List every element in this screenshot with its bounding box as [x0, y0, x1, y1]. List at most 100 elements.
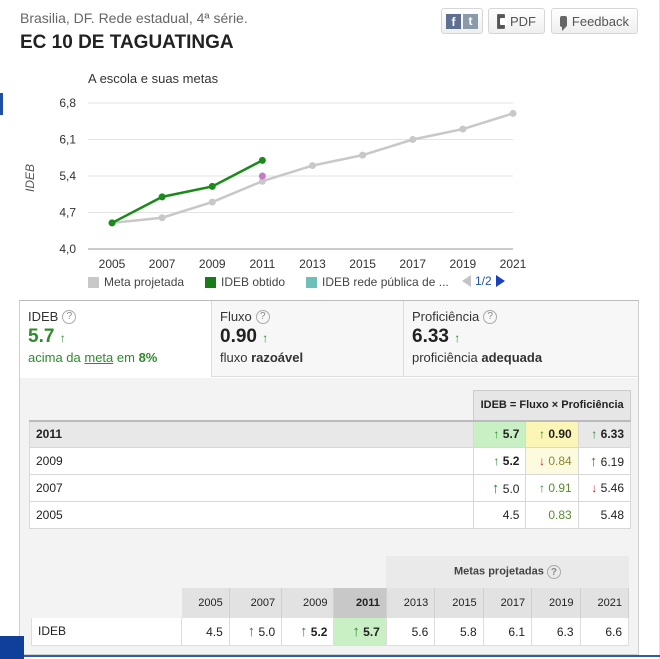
- prev-arrow-icon[interactable]: [462, 275, 471, 287]
- up-arrow-icon: ↑: [262, 331, 269, 345]
- row-ideb: ↑ 5.0: [473, 474, 527, 502]
- legend-swatch-ideb: [205, 276, 216, 288]
- metas-table: Metas projetadas ? 2005 2007 2009 2011 2013 2…: [31, 556, 630, 646]
- help-icon[interactable]: ?: [255, 309, 270, 324]
- row-ideb: ↑ 5.2: [473, 447, 527, 475]
- fluxo-desc-bold: razoável: [251, 350, 304, 365]
- formula-header: IDEB = Fluxo × Proficiência: [473, 390, 631, 421]
- metas-year-8: 2021: [580, 588, 630, 618]
- series-point-1: [158, 193, 166, 201]
- metas-value-1: ↑ 5.0: [229, 618, 283, 646]
- pdf-icon: [497, 13, 507, 29]
- ideb-card-value: 5.7: [28, 326, 55, 347]
- metas-year-3: 2011: [333, 588, 387, 618]
- help-icon[interactable]: ?: [483, 309, 498, 324]
- row-fluxo: ↑ 0.90: [525, 419, 579, 448]
- help-icon[interactable]: ?: [546, 565, 561, 579]
- series-point-0: [459, 125, 467, 133]
- metas-value-0: 4.5: [181, 618, 230, 646]
- metas-year-7: 2019: [531, 588, 581, 618]
- series-point-0: [158, 214, 166, 222]
- y-tick-label: 6,8: [59, 96, 76, 110]
- bottom-tab[interactable]: [0, 636, 24, 659]
- ideb-desc-text: acima da: [28, 350, 85, 365]
- metas-row-label: IDEB: [31, 618, 182, 646]
- x-tick-label: 2015: [349, 257, 376, 271]
- pdf-label: PDF: [510, 13, 536, 29]
- y-tick-label: 5,4: [59, 169, 76, 183]
- metas-header: Metas projetadas ?: [386, 556, 629, 588]
- pdf-button[interactable]: PDF: [488, 8, 545, 34]
- row-ideb: ↑ 5.7: [473, 419, 527, 448]
- fluxo-card-label: Fluxo: [220, 309, 252, 324]
- legend-swatch-rede: [306, 276, 317, 288]
- bottom-rule: [24, 655, 660, 657]
- metas-value-6: 6.1: [483, 618, 533, 646]
- series-point-1: [108, 219, 116, 227]
- twitter-icon[interactable]: t: [463, 13, 478, 29]
- x-tick-label: 2017: [399, 257, 426, 271]
- feedback-button[interactable]: Feedback: [551, 8, 638, 34]
- series-point-0: [509, 109, 517, 117]
- row-year: 2007: [28, 474, 475, 502]
- history-table: IDEB = Fluxo × Proficiência 2011 ↑ 5.7 ↑…: [28, 390, 632, 529]
- y-axis-label: IDEB: [23, 164, 37, 192]
- table-row[interactable]: 2011 ↑ 5.7 ↑ 0.90 ↑ 6.33: [28, 419, 632, 448]
- prof-desc-bold: adequada: [481, 350, 543, 365]
- legend-item-meta[interactable]: Meta projetada: [88, 275, 184, 289]
- table-row[interactable]: 2007 ↑ 5.0 ↑ 0.91 ↓ 5.46: [28, 474, 632, 502]
- share-button[interactable]: f t: [441, 8, 483, 34]
- prof-card-value: 6.33: [412, 326, 449, 347]
- x-tick-label: 2021: [500, 257, 527, 271]
- row-prof: ↑ 6.19: [577, 447, 632, 475]
- x-tick-label: 2011: [249, 257, 275, 271]
- ideb-line-chart: 6,8 6,1 5,4 4,7 4,0 IDEB 2005 2007 2009 2011 2013 2…: [23, 96, 527, 271]
- series-point-1: [258, 156, 266, 164]
- ideb-desc-pct: 8%: [138, 350, 158, 365]
- legend-item-rede[interactable]: IDEB rede pública de ...: [306, 275, 449, 289]
- proficiencia-card[interactable]: Proficiência? 6.33 ↑ proficiência adequa…: [404, 301, 638, 377]
- x-tick-label: 2007: [149, 257, 176, 271]
- metas-value-3: ↑ 5.7: [333, 618, 387, 646]
- row-prof: 5.48: [577, 501, 632, 529]
- fluxo-card-value: 0.90: [220, 326, 257, 347]
- fluxo-card[interactable]: Fluxo? 0.90 ↑ fluxo razoável: [212, 301, 404, 377]
- metas-year-0: 2005: [181, 588, 230, 618]
- speech-bubble-icon: [560, 15, 567, 31]
- side-tab[interactable]: [0, 93, 3, 115]
- chart-title: A escola e suas metas: [88, 71, 219, 86]
- series-point-0: [258, 177, 266, 185]
- row-fluxo: 0.83: [525, 501, 579, 529]
- metas-year-6: 2017: [483, 588, 533, 618]
- ideb-desc-mid: em: [113, 350, 139, 365]
- x-tick-label: 2019: [450, 257, 477, 271]
- series-point-0: [359, 151, 367, 159]
- legend-label-ideb: IDEB obtido: [221, 275, 286, 289]
- x-tick-label: 2013: [299, 257, 326, 271]
- metas-value-7: 6.3: [531, 618, 581, 646]
- facebook-icon[interactable]: f: [446, 13, 461, 29]
- metas-value-4: 5.6: [386, 618, 436, 646]
- help-icon[interactable]: ?: [62, 309, 77, 324]
- row-fluxo: ↑ 0.91: [525, 474, 579, 502]
- meta-link[interactable]: meta: [84, 350, 114, 365]
- metas-title: Metas projetadas: [453, 565, 544, 578]
- metas-value-2: ↑ 5.2: [281, 618, 335, 646]
- up-arrow-icon: ↑: [59, 331, 66, 345]
- y-tick-label: 4,0: [59, 242, 76, 256]
- row-prof: ↑ 6.33: [577, 419, 632, 448]
- x-tick-label: 2005: [99, 257, 126, 271]
- series-point-2: [258, 172, 266, 180]
- feedback-label: Feedback: [571, 13, 629, 29]
- table-row[interactable]: 2009 ↑ 5.2 ↓ 0.84 ↑ 6.19: [28, 447, 632, 475]
- row-ideb: 4.5: [473, 501, 527, 529]
- legend-item-ideb[interactable]: IDEB obtido: [205, 275, 285, 289]
- y-tick-label: 4,7: [59, 206, 76, 220]
- metas-year-1: 2007: [229, 588, 283, 618]
- ideb-card[interactable]: IDEB? 5.7 ↑ acima da meta em 8%: [20, 301, 212, 377]
- table-row[interactable]: 2005 4.5 0.83 5.48: [28, 501, 632, 529]
- next-arrow-icon[interactable]: [495, 275, 505, 287]
- up-arrow-icon: ↑: [454, 331, 461, 345]
- legend-label-rede: IDEB rede pública de ...: [322, 275, 449, 289]
- ideb-card-label: IDEB: [28, 309, 59, 324]
